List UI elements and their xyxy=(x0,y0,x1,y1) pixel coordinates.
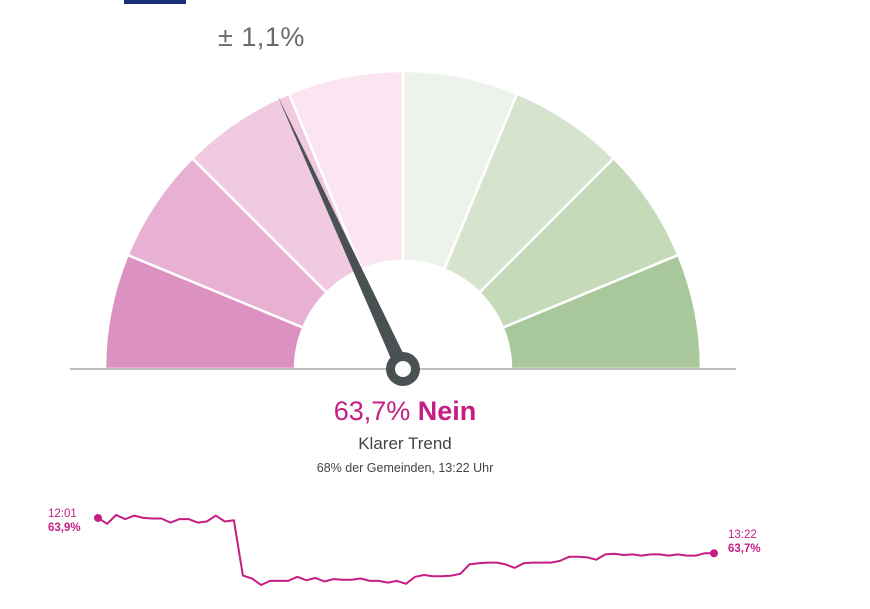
result-percentage: 63,7% xyxy=(333,396,411,426)
sparkline-end-time: 13:22 xyxy=(728,529,757,541)
sparkline-end-value: 63,7% xyxy=(728,543,761,555)
sparkline-end-label: 13:22 63,7% xyxy=(728,528,761,556)
trend-label: Klarer Trend xyxy=(358,434,452,453)
gauge-needle-hole xyxy=(395,361,411,377)
sparkline-start-time: 12:01 xyxy=(48,508,77,520)
top-accent-bar xyxy=(124,0,186,4)
result-answer: Nein xyxy=(417,396,477,426)
counted-status: 68% der Gemeinden, 13:22 Uhr xyxy=(316,461,494,475)
sparkline-start-value: 63,9% xyxy=(48,522,81,534)
gauge-needle xyxy=(276,94,410,372)
sparkline-start-label: 12:01 63,9% xyxy=(48,507,81,535)
error-margin-label: ± 1,1% xyxy=(218,22,305,52)
result-headline: 63,7% Nein xyxy=(0,396,810,427)
